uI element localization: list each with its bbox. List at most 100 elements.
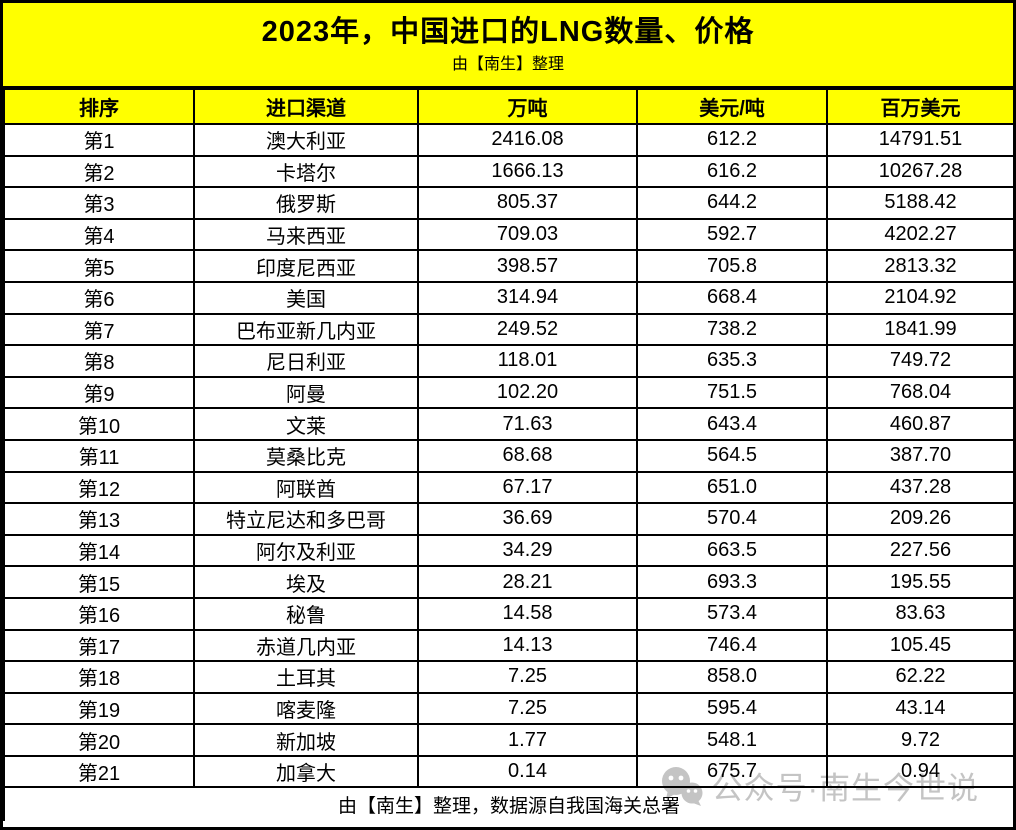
- volume-cell: 7.25: [417, 660, 638, 694]
- volume-cell: 68.68: [417, 438, 638, 473]
- volume-cell: 36.69: [417, 502, 638, 536]
- rank-cell: 第6: [3, 280, 195, 315]
- rank-cell: 第21: [3, 754, 195, 789]
- value-cell: 0.94: [826, 754, 1013, 789]
- price-cell: 616.2: [636, 154, 828, 189]
- price-cell: 746.4: [636, 628, 828, 663]
- value-cell: 2104.92: [826, 280, 1013, 315]
- value-cell: 9.72: [826, 723, 1013, 757]
- rank-cell: 第20: [3, 723, 195, 757]
- value-cell: 437.28: [826, 470, 1013, 505]
- table-row: 第15 埃及 28.21 693.3 195.55: [3, 565, 1013, 599]
- value-cell: 62.22: [826, 660, 1013, 694]
- channel-cell: 加拿大: [193, 754, 419, 789]
- volume-cell: 1.77: [417, 723, 638, 757]
- footer-row: 由【南生】整理，数据源自我国海关总署: [3, 786, 1013, 822]
- price-cell: 643.4: [636, 407, 828, 441]
- volume-cell: 118.01: [417, 344, 638, 378]
- value-cell: 10267.28: [826, 154, 1013, 189]
- value-cell: 209.26: [826, 502, 1013, 536]
- table-row: 第10 文莱 71.63 643.4 460.87: [3, 407, 1013, 441]
- price-cell: 651.0: [636, 470, 828, 505]
- price-cell: 738.2: [636, 312, 828, 347]
- rank-cell: 第12: [3, 470, 195, 505]
- volume-cell: 2416.08: [417, 123, 638, 157]
- value-cell: 1841.99: [826, 312, 1013, 347]
- column-header: 美元/吨: [636, 88, 828, 125]
- column-header: 百万美元: [826, 88, 1013, 125]
- channel-cell: 秘鲁: [193, 596, 419, 631]
- price-cell: 705.8: [636, 249, 828, 283]
- table-row: 第4 马来西亚 709.03 592.7 4202.27: [3, 217, 1013, 252]
- channel-cell: 土耳其: [193, 660, 419, 694]
- table-row: 第9 阿曼 102.20 751.5 768.04: [3, 375, 1013, 410]
- price-cell: 564.5: [636, 438, 828, 473]
- rank-cell: 第15: [3, 565, 195, 599]
- rank-cell: 第5: [3, 249, 195, 283]
- table-row: 第8 尼日利亚 118.01 635.3 749.72: [3, 344, 1013, 378]
- value-cell: 195.55: [826, 565, 1013, 599]
- rank-cell: 第7: [3, 312, 195, 347]
- rank-cell: 第19: [3, 691, 195, 726]
- table-row: 第14 阿尔及利亚 34.29 663.5 227.56: [3, 533, 1013, 568]
- page-subtitle: 由【南生】整理: [451, 56, 564, 73]
- value-cell: 387.70: [826, 438, 1013, 473]
- table-footer-note: 由【南生】整理，数据源自我国海关总署: [3, 786, 1013, 822]
- price-cell: 675.7: [636, 754, 828, 789]
- channel-cell: 埃及: [193, 565, 419, 599]
- channel-cell: 新加坡: [193, 723, 419, 757]
- price-cell: 612.2: [636, 123, 828, 157]
- value-cell: 2813.32: [826, 249, 1013, 283]
- volume-cell: 28.21: [417, 565, 638, 599]
- rank-cell: 第11: [3, 438, 195, 473]
- rank-cell: 第18: [3, 660, 195, 694]
- column-header: 进口渠道: [193, 88, 419, 125]
- channel-cell: 卡塔尔: [193, 154, 419, 189]
- price-cell: 573.4: [636, 596, 828, 631]
- volume-cell: 14.58: [417, 596, 638, 631]
- channel-cell: 阿曼: [193, 375, 419, 410]
- table-row: 第2 卡塔尔 1666.13 616.2 10267.28: [3, 154, 1013, 189]
- rank-cell: 第9: [3, 375, 195, 410]
- rank-cell: 第10: [3, 407, 195, 441]
- channel-cell: 文莱: [193, 407, 419, 441]
- header-row: 排序 进口渠道 万吨 美元/吨 百万美元: [3, 88, 1013, 125]
- rank-cell: 第4: [3, 217, 195, 252]
- channel-cell: 阿联酋: [193, 470, 419, 505]
- lng-import-table: 排序 进口渠道 万吨 美元/吨 百万美元 第1 澳大利亚 2416.08 612.2 14791…: [3, 88, 1013, 822]
- volume-cell: 14.13: [417, 628, 638, 663]
- rank-cell: 第13: [3, 502, 195, 536]
- volume-cell: 7.25: [417, 691, 638, 726]
- channel-cell: 特立尼达和多巴哥: [193, 502, 419, 536]
- volume-cell: 249.52: [417, 312, 638, 347]
- table-row: 第21 加拿大 0.14 675.7 0.94: [3, 754, 1013, 789]
- price-cell: 663.5: [636, 533, 828, 568]
- table-row: 第5 印度尼西亚 398.57 705.8 2813.32: [3, 249, 1013, 283]
- table-row: 第12 阿联酋 67.17 651.0 437.28: [3, 470, 1013, 505]
- channel-cell: 马来西亚: [193, 217, 419, 252]
- channel-cell: 巴布亚新几内亚: [193, 312, 419, 347]
- value-cell: 768.04: [826, 375, 1013, 410]
- rank-cell: 第16: [3, 596, 195, 631]
- volume-cell: 71.63: [417, 407, 638, 441]
- channel-cell: 莫桑比克: [193, 438, 419, 473]
- table-row: 第18 土耳其 7.25 858.0 62.22: [3, 660, 1013, 694]
- price-cell: 858.0: [636, 660, 828, 694]
- rank-cell: 第1: [3, 123, 195, 157]
- price-cell: 751.5: [636, 375, 828, 410]
- volume-cell: 709.03: [417, 217, 638, 252]
- price-cell: 592.7: [636, 217, 828, 252]
- volume-cell: 398.57: [417, 249, 638, 283]
- table-row: 第6 美国 314.94 668.4 2104.92: [3, 280, 1013, 315]
- value-cell: 43.14: [826, 691, 1013, 726]
- rank-cell: 第2: [3, 154, 195, 189]
- price-cell: 668.4: [636, 280, 828, 315]
- channel-cell: 美国: [193, 280, 419, 315]
- price-cell: 635.3: [636, 344, 828, 378]
- table-row: 第17 赤道几内亚 14.13 746.4 105.45: [3, 628, 1013, 663]
- table-row: 第19 喀麦隆 7.25 595.4 43.14: [3, 691, 1013, 726]
- value-cell: 5188.42: [826, 186, 1013, 220]
- column-header: 万吨: [417, 88, 638, 125]
- volume-cell: 67.17: [417, 470, 638, 505]
